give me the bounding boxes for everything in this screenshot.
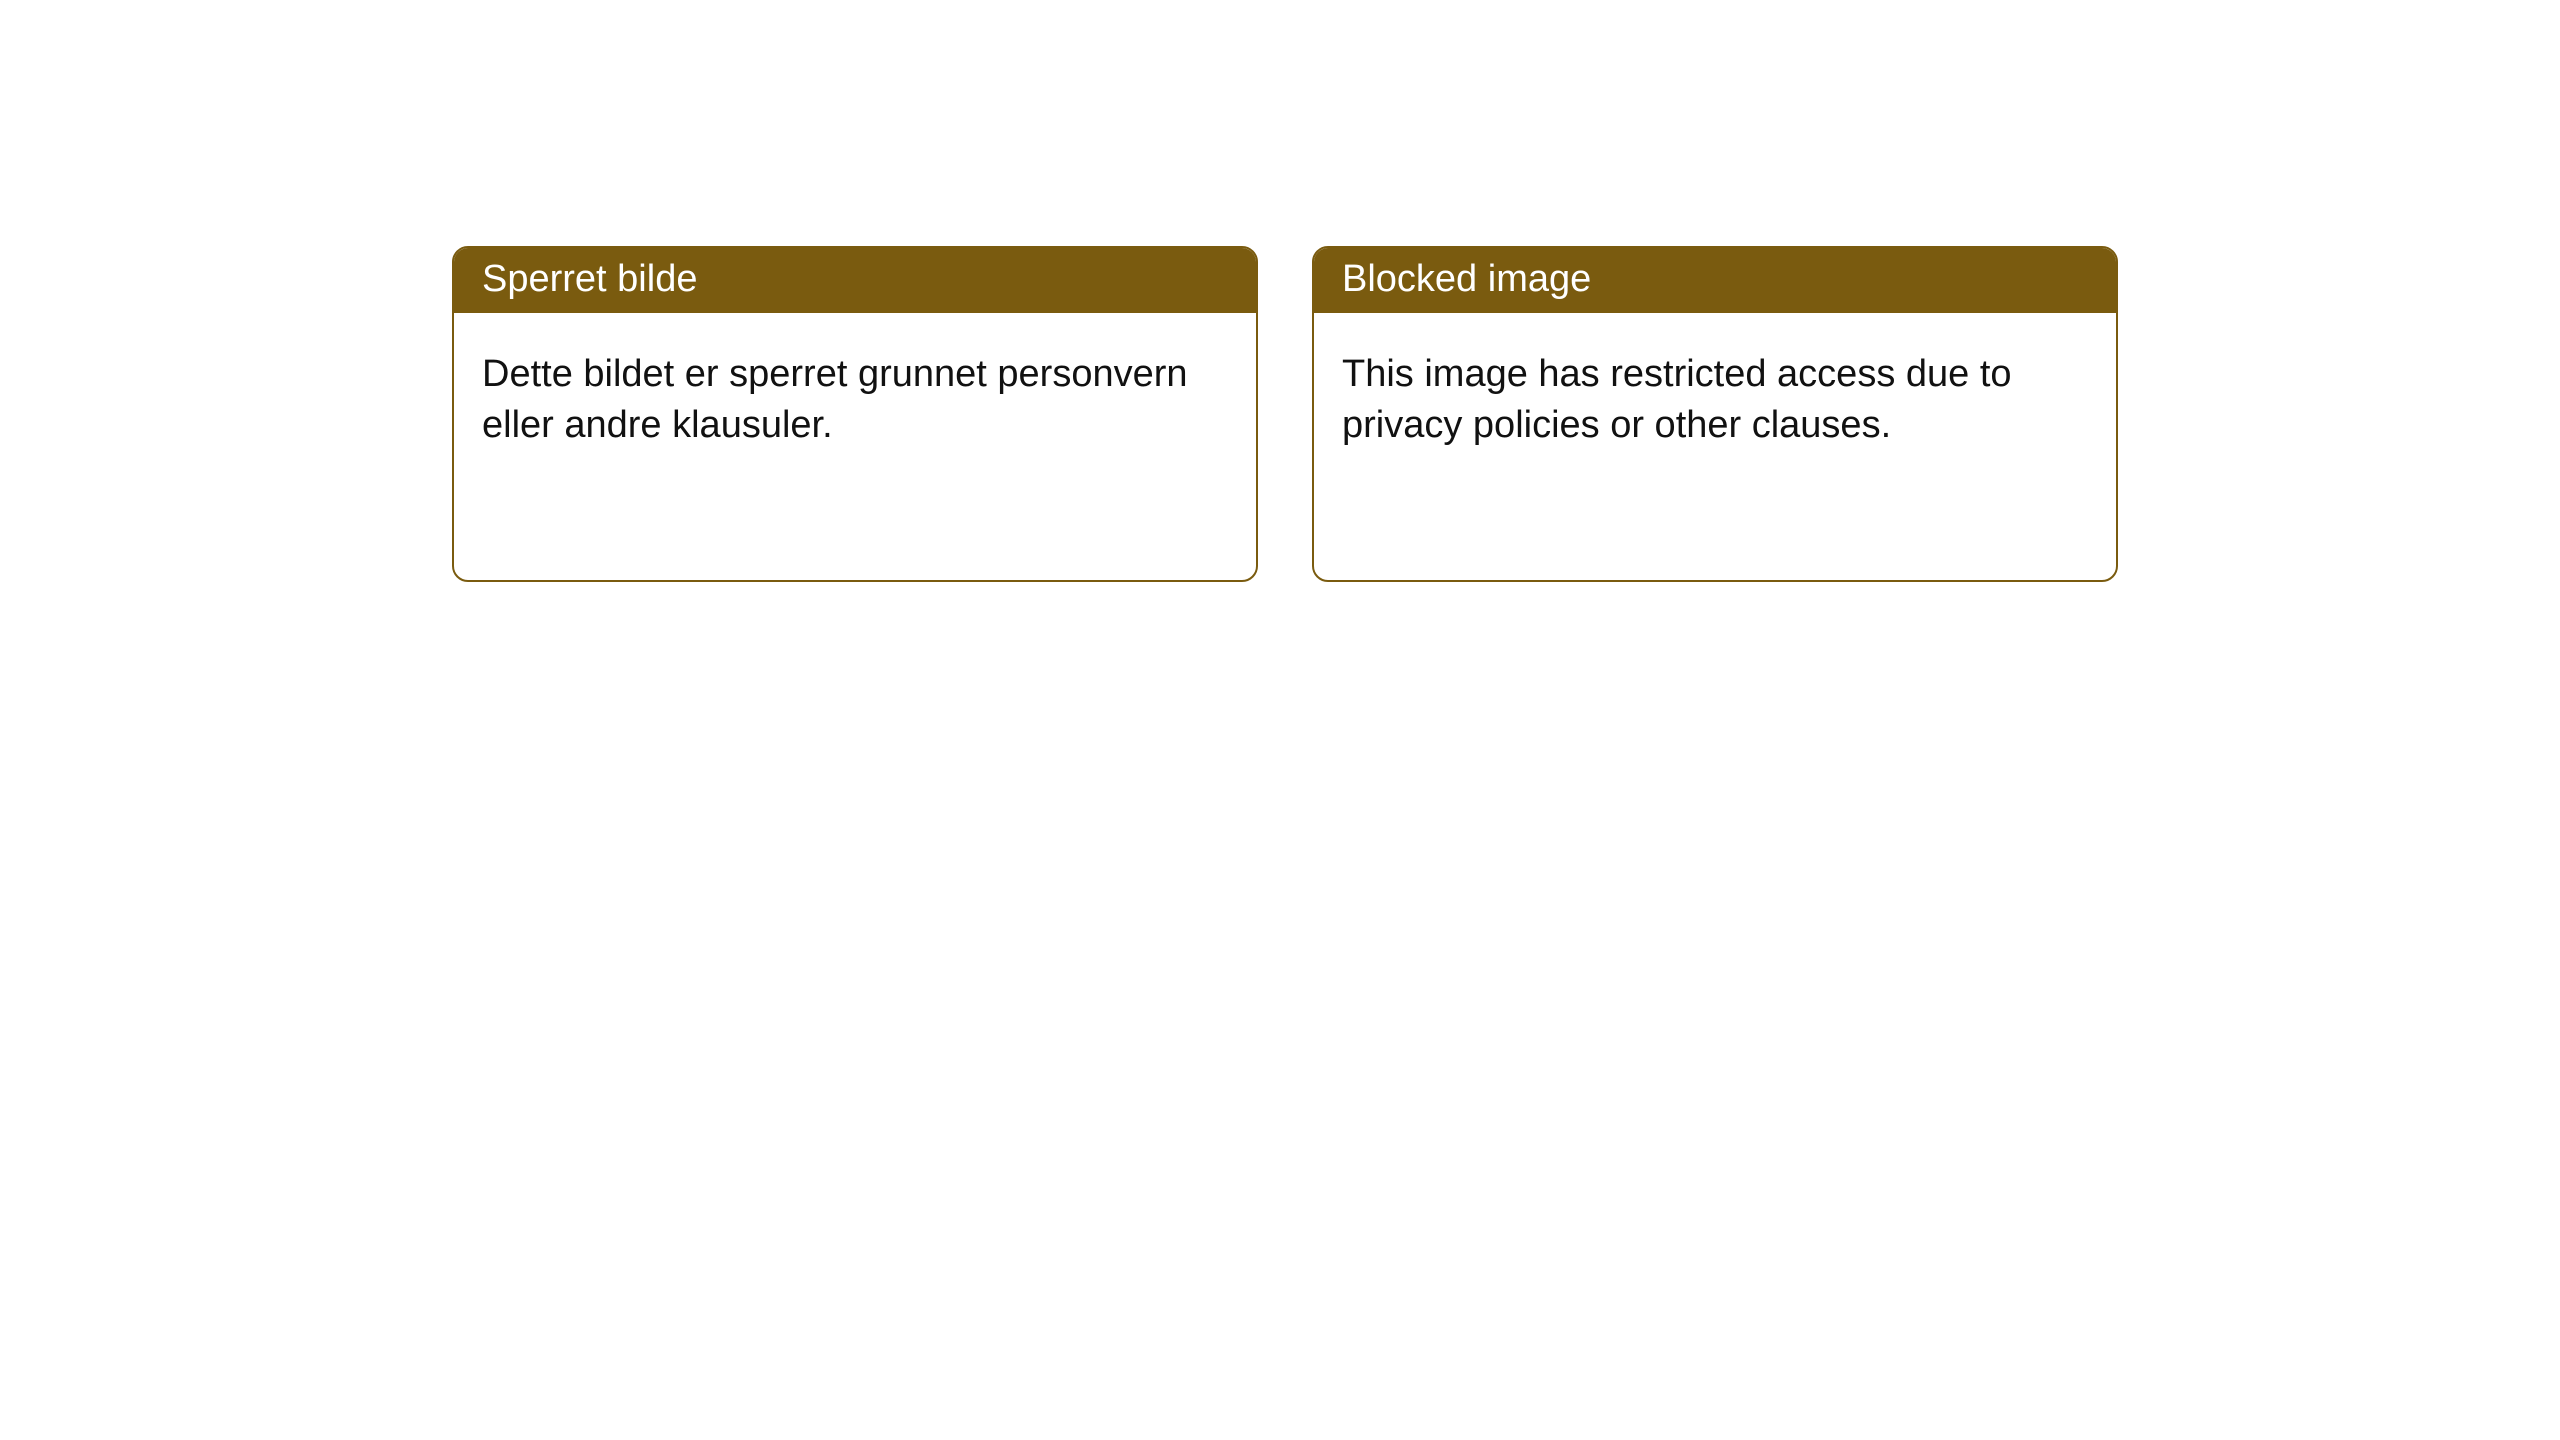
card-body-text: This image has restricted access due to … [1342,353,2012,446]
card-title: Blocked image [1342,258,1591,300]
blocked-image-card-en: Blocked image This image has restricted … [1312,246,2118,582]
blocked-image-card-no: Sperret bilde Dette bildet er sperret gr… [452,246,1258,582]
cards-container: Sperret bilde Dette bildet er sperret gr… [452,246,2118,582]
card-body: Dette bildet er sperret grunnet personve… [454,313,1256,488]
card-header: Sperret bilde [454,248,1256,313]
card-header: Blocked image [1314,248,2116,313]
card-body: This image has restricted access due to … [1314,313,2116,488]
card-body-text: Dette bildet er sperret grunnet personve… [482,353,1188,446]
card-title: Sperret bilde [482,258,697,300]
